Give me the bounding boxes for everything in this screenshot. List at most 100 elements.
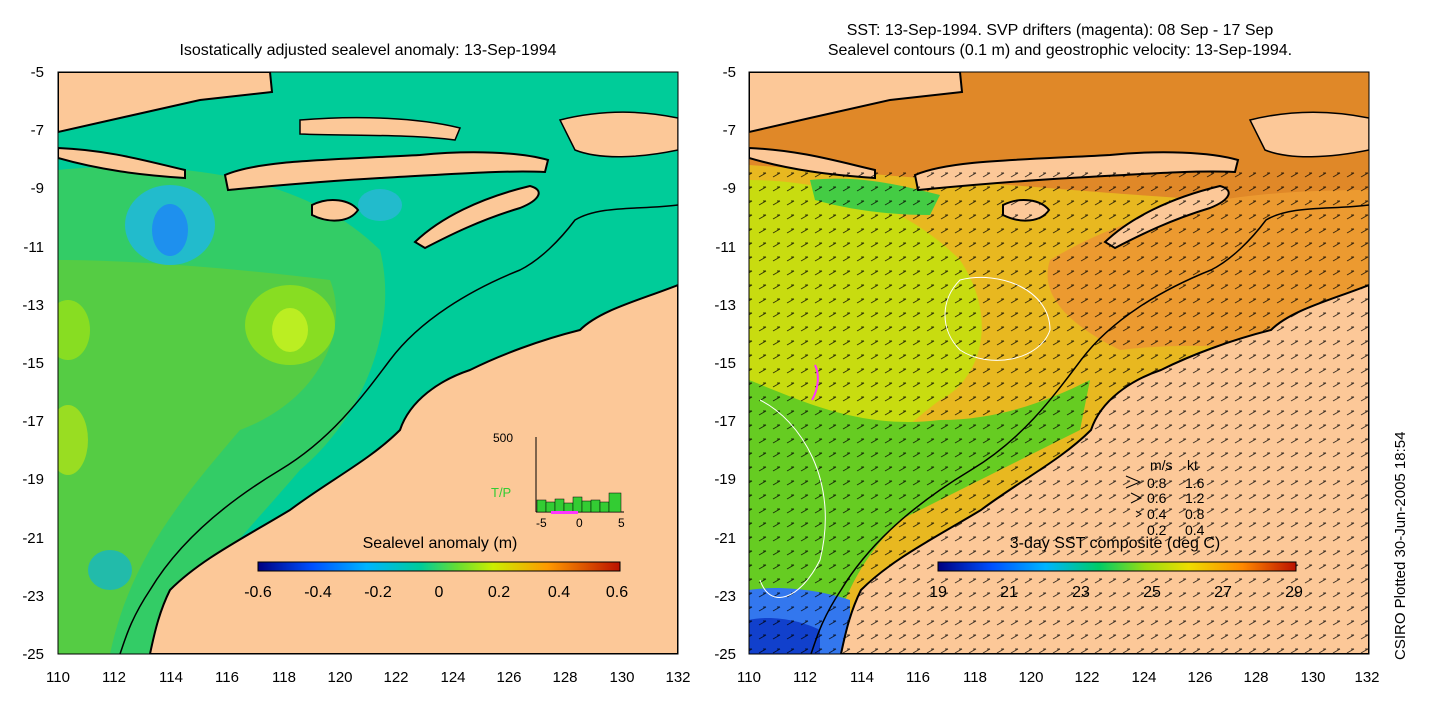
inset-bar — [554, 498, 565, 513]
west-anomaly-bulge — [58, 300, 90, 360]
inset-bar — [599, 501, 610, 513]
speed-legend-kt: 0.8 — [1185, 506, 1205, 522]
lat-tick: -9 — [723, 180, 736, 197]
lat-tick: -5 — [723, 64, 736, 81]
lat-tick: -23 — [22, 588, 44, 605]
speed-legend-kt: 0.4 — [1185, 522, 1205, 538]
colorbar-tick: 23 — [1072, 584, 1090, 601]
lon-tick: 116 — [906, 669, 930, 686]
colorbar-tick: 29 — [1285, 584, 1303, 601]
inset-tp-label: T/P — [491, 485, 511, 500]
inset-bar — [536, 499, 547, 513]
colorbar-tick: 0.6 — [606, 584, 628, 601]
sealevel-contour — [759, 399, 826, 598]
lon-tick: 118 — [963, 669, 987, 686]
lat-tick: -13 — [22, 297, 44, 314]
lat-tick: -13 — [714, 297, 736, 314]
low-anomaly-sw — [88, 550, 132, 590]
inset-bar — [563, 502, 574, 513]
inset-bar — [581, 500, 592, 513]
north-land-nusa-tenggara — [223, 151, 550, 192]
left-lon-tick-labels: 110 112 114 116 118 120 122 124 126 128 … — [46, 669, 690, 686]
drifter-track — [811, 364, 819, 401]
lon-tick: 130 — [609, 669, 634, 686]
inset-bar — [608, 492, 622, 513]
colorbar-tick: 21 — [1000, 584, 1018, 601]
colorbar-tick: -0.2 — [364, 584, 392, 601]
lon-tick: 118 — [272, 669, 296, 686]
lat-tick: -25 — [22, 646, 44, 663]
lat-tick: -9 — [31, 180, 44, 197]
colorbar-tick: 0 — [435, 584, 444, 601]
sealevel-colorbar: Sealevel anomaly (m) -0.6 -0.4 -0.2 0 0.… — [244, 535, 628, 601]
inset-bar — [590, 499, 601, 513]
lon-tick: 112 — [102, 669, 126, 686]
lon-tick: 112 — [793, 669, 817, 686]
lon-tick: 126 — [1187, 669, 1212, 686]
lon-tick: 128 — [552, 669, 577, 686]
lon-tick: 132 — [665, 669, 690, 686]
colorbar-tick: 0.4 — [548, 584, 570, 601]
lon-tick: 126 — [496, 669, 521, 686]
colorbar-tick: 25 — [1143, 584, 1161, 601]
sst-colorbar-title: 3-day SST composite (deg C) — [1010, 535, 1220, 552]
inset-ymax-label: 500 — [493, 431, 513, 445]
speed-arrow-0-6 — [1130, 492, 1143, 504]
lat-tick: -21 — [714, 530, 736, 547]
north-land-ne — [558, 111, 678, 158]
lon-tick: 130 — [1300, 669, 1325, 686]
plot-credit: CSIRO Plotted 30-Jun-2005 18:54 — [1392, 431, 1409, 660]
speed-legend-kt: 1.6 — [1185, 475, 1205, 491]
left-map-title: Isostatically adjusted sealevel anomaly:… — [179, 42, 557, 59]
lon-tick: 110 — [46, 669, 70, 686]
lat-tick: -11 — [715, 239, 736, 256]
sealevel-colorbar-title: Sealevel anomaly (m) — [363, 535, 518, 552]
inset-bar — [545, 501, 556, 513]
lat-tick: -23 — [714, 588, 736, 605]
shelf-contour — [810, 204, 1369, 654]
north-land-islands-top — [299, 116, 462, 141]
geostrophic-velocity-arrows — [749, 165, 1369, 654]
north-land-java — [58, 72, 274, 134]
lat-tick: -17 — [22, 413, 44, 430]
lat-tick: -19 — [22, 471, 44, 488]
lon-tick: 120 — [327, 669, 352, 686]
tp-inset-histogram: 500 T/P -5 0 5 — [491, 431, 625, 530]
colorbar-tick: 0.2 — [488, 584, 510, 601]
lon-tick: 122 — [383, 669, 408, 686]
colorbar-tick: 27 — [1214, 584, 1232, 601]
colorbar-tick: -0.6 — [244, 584, 272, 601]
lon-tick: 116 — [215, 669, 239, 686]
right-lon-tick-labels: 110 112 114 116 118 120 122 124 126 128 … — [737, 669, 1379, 686]
sst-colorbar: 3-day SST composite (deg C) 19 21 23 25 … — [929, 535, 1303, 601]
low-anomaly-core — [152, 204, 188, 256]
speed-arrow-0-8 — [1125, 475, 1142, 489]
inset-drifter-marker — [551, 511, 578, 514]
timor-island — [413, 184, 540, 250]
north-land-bali-lombok — [58, 146, 186, 180]
lat-tick: -21 — [22, 530, 44, 547]
west-anomaly-bulge-south — [58, 405, 88, 475]
lon-tick: 114 — [850, 669, 874, 686]
sumba-island — [311, 198, 360, 222]
lon-tick: 124 — [440, 669, 465, 686]
lat-tick: -19 — [714, 471, 736, 488]
north-land-ne — [1248, 111, 1369, 158]
speed-arrow-0-4 — [1135, 510, 1142, 518]
lat-tick: -11 — [23, 239, 44, 256]
lon-tick: 122 — [1074, 669, 1099, 686]
colorbar-tick: 19 — [929, 584, 947, 601]
sst-velocity-map: 110 112 114 116 118 120 122 124 126 128 … — [714, 64, 1379, 686]
speed-legend-ms: 0.2 — [1147, 522, 1167, 538]
lon-tick: 114 — [159, 669, 183, 686]
lat-tick: -7 — [31, 122, 44, 139]
speed-legend-ms: 0.4 — [1147, 506, 1167, 522]
colorbar-tick: -0.4 — [304, 584, 332, 601]
right-map-title-line1: SST: 13-Sep-1994. SVP drifters (magenta)… — [846, 22, 1274, 39]
sealevel-contour — [944, 276, 1051, 361]
speed-legend-kt: 1.2 — [1185, 490, 1205, 506]
speed-legend-header-ms: m/s — [1150, 457, 1173, 473]
speed-legend-ms: 0.6 — [1147, 490, 1167, 506]
right-lat-tick-labels: -5 -7 -9 -11 -13 -15 -17 -19 -21 -23 -25 — [714, 64, 736, 663]
lon-tick: 110 — [737, 669, 761, 686]
